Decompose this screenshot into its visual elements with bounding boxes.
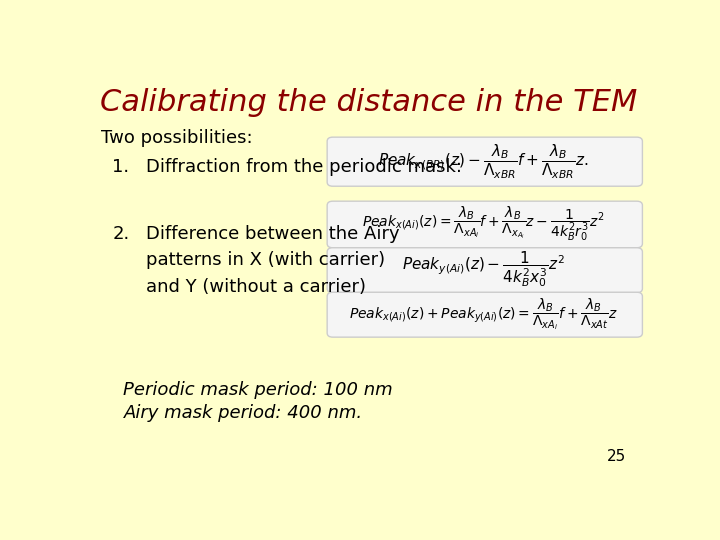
FancyBboxPatch shape [327, 292, 642, 337]
Text: Calibrating the distance in the TEM: Calibrating the distance in the TEM [100, 87, 638, 117]
Text: Two possibilities:: Two possibilities: [101, 129, 253, 147]
FancyBboxPatch shape [327, 248, 642, 293]
Text: Periodic mask period: 100 nm: Periodic mask period: 100 nm [124, 381, 393, 399]
Text: $\mathit{Peak}_{x(Ai)}(z) + \mathit{Peak}_{y(Ai)}(z) = \dfrac{\lambda_B}{\Lambda: $\mathit{Peak}_{x(Ai)}(z) + \mathit{Peak… [349, 296, 618, 332]
Text: Diffraction from the periodic mask:: Diffraction from the periodic mask: [145, 158, 462, 177]
Text: 2.: 2. [112, 225, 130, 243]
Text: Difference between the Airy
patterns in X (with carrier)
and Y (without a carrie: Difference between the Airy patterns in … [145, 225, 400, 296]
Text: 1.: 1. [112, 158, 130, 177]
FancyBboxPatch shape [327, 201, 642, 248]
Text: $\mathit{Peak}_{x(Ai)}(z) = \dfrac{\lambda_B}{\Lambda_{xA_i}}f + \dfrac{\lambda_: $\mathit{Peak}_{x(Ai)}(z) = \dfrac{\lamb… [362, 205, 605, 243]
Text: $\mathit{Peak}_{y(Ai)}(z) - \dfrac{1}{4k_B^2 x_0^3}z^2$: $\mathit{Peak}_{y(Ai)}(z) - \dfrac{1}{4k… [402, 249, 565, 289]
Text: 25: 25 [606, 449, 626, 464]
Text: $\mathit{Peak}_{x(BR)}(z) - \dfrac{\lambda_B}{\Lambda_{xBR}}f + \dfrac{\lambda_B: $\mathit{Peak}_{x(BR)}(z) - \dfrac{\lamb… [378, 143, 589, 181]
FancyBboxPatch shape [327, 137, 642, 186]
Text: Airy mask period: 400 nm.: Airy mask period: 400 nm. [124, 404, 363, 422]
